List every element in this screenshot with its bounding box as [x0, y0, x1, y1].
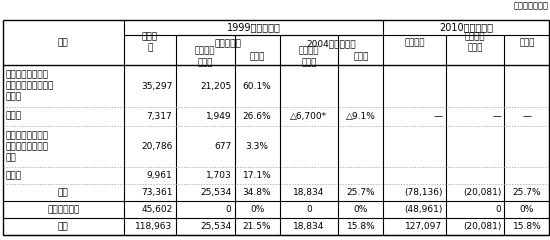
- Text: 旧基準適用: 旧基準適用: [214, 39, 241, 48]
- Text: 34.8%: 34.8%: [243, 188, 271, 197]
- Text: 1999年人口調査: 1999年人口調査: [227, 23, 280, 33]
- Text: 3.3%: 3.3%: [245, 142, 268, 151]
- Text: (20,081): (20,081): [463, 222, 501, 231]
- Text: 60.1%: 60.1%: [243, 82, 272, 91]
- Text: (78,136): (78,136): [404, 188, 442, 197]
- Text: 677: 677: [214, 142, 232, 151]
- Text: 小計: 小計: [58, 188, 69, 197]
- Text: 7,317: 7,317: [147, 112, 173, 121]
- Text: 25.7%: 25.7%: [513, 188, 541, 197]
- Text: 職種: 職種: [58, 38, 69, 47]
- Text: その他の技術職及
び運営職補助／事
務職: その他の技術職及 び運営職補助／事 務職: [6, 131, 48, 162]
- Text: 雇用者
数: 雇用者 数: [142, 33, 158, 53]
- Text: エグゼン
プト数: エグゼン プト数: [299, 47, 319, 67]
- Text: 管理職、経営関連
職、専門職、プログ
ラマー: 管理職、経営関連 職、専門職、プログ ラマー: [6, 71, 54, 102]
- Text: 25,534: 25,534: [200, 222, 232, 231]
- Text: 割　合: 割 合: [249, 52, 265, 61]
- Text: エグゼン
プト数: エグゼン プト数: [465, 33, 485, 53]
- Text: —: —: [433, 112, 442, 121]
- Text: (48,961): (48,961): [404, 205, 442, 214]
- Text: —: —: [522, 112, 531, 121]
- Text: 合計: 合計: [58, 222, 69, 231]
- Text: 監督職: 監督職: [6, 112, 21, 121]
- Text: 21.5%: 21.5%: [243, 222, 271, 231]
- Text: 127,097: 127,097: [405, 222, 442, 231]
- Text: △9.1%: △9.1%: [346, 112, 376, 121]
- Text: 20,786: 20,786: [141, 142, 173, 151]
- Text: その他の職種: その他の職種: [47, 205, 79, 214]
- Text: 1,949: 1,949: [206, 112, 232, 121]
- Text: 1,703: 1,703: [206, 171, 232, 180]
- Text: 45,602: 45,602: [141, 205, 173, 214]
- Text: 0%: 0%: [250, 205, 264, 214]
- Text: エグゼン
プト数: エグゼン プト数: [195, 47, 216, 67]
- Text: (20,081): (20,081): [463, 188, 501, 197]
- Text: 0: 0: [496, 205, 501, 214]
- Text: 18,834: 18,834: [293, 188, 324, 197]
- Text: 0: 0: [306, 205, 312, 214]
- Text: 0%: 0%: [354, 205, 368, 214]
- Text: 営業職: 営業職: [6, 171, 21, 180]
- Text: 18,834: 18,834: [293, 222, 324, 231]
- Text: 118,963: 118,963: [135, 222, 173, 231]
- Text: 25.7%: 25.7%: [346, 188, 375, 197]
- Text: 26.6%: 26.6%: [243, 112, 271, 121]
- Text: 15.8%: 15.8%: [513, 222, 541, 231]
- Text: 2004年基準適用: 2004年基準適用: [307, 39, 356, 48]
- Text: 15.8%: 15.8%: [346, 222, 375, 231]
- Text: 21,205: 21,205: [200, 82, 232, 91]
- Text: 雇用者数: 雇用者数: [404, 38, 425, 47]
- Text: （単位：千人）: （単位：千人）: [514, 1, 549, 11]
- Text: 0: 0: [226, 205, 232, 214]
- Text: 9,961: 9,961: [147, 171, 173, 180]
- Text: —: —: [492, 112, 501, 121]
- Text: 割　合: 割 合: [519, 38, 535, 47]
- Text: △6,700*: △6,700*: [290, 112, 328, 121]
- Text: 25,534: 25,534: [200, 188, 232, 197]
- Text: 17.1%: 17.1%: [243, 171, 272, 180]
- Text: 2010年人口調査: 2010年人口調査: [439, 23, 493, 33]
- Text: 35,297: 35,297: [141, 82, 173, 91]
- Text: 0%: 0%: [520, 205, 534, 214]
- Text: 割　合: 割 合: [353, 52, 369, 61]
- Text: 73,361: 73,361: [141, 188, 173, 197]
